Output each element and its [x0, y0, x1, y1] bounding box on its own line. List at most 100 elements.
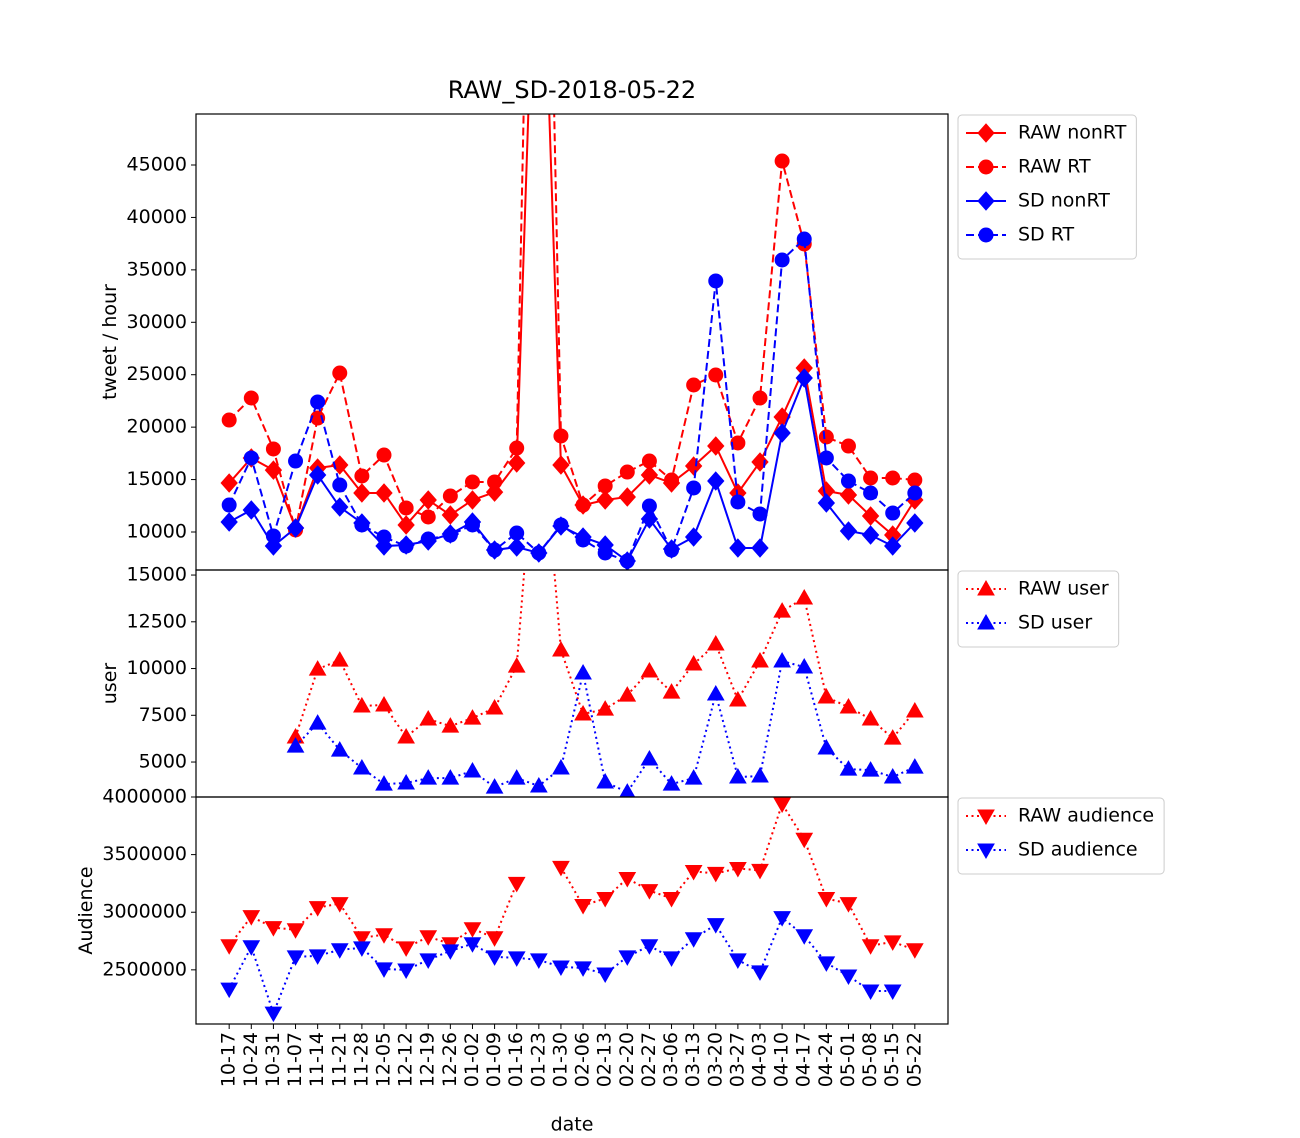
- marker: [817, 956, 836, 972]
- marker: [596, 700, 615, 716]
- marker: [618, 871, 637, 888]
- marker: [464, 474, 480, 490]
- marker: [220, 473, 238, 493]
- marker: [419, 953, 438, 969]
- x-tick-label: 12-19: [417, 1032, 439, 1087]
- marker: [796, 231, 812, 247]
- x-tick-label: 01-02: [461, 1032, 483, 1087]
- marker: [885, 470, 901, 486]
- marker: [552, 641, 570, 657]
- marker: [221, 497, 237, 513]
- marker: [330, 897, 349, 913]
- legend-label: SD audience: [1018, 839, 1138, 861]
- x-tick-label: 05-15: [881, 1032, 903, 1087]
- legend-marker: [977, 579, 995, 596]
- marker: [773, 911, 791, 927]
- marker: [662, 775, 681, 791]
- marker: [596, 967, 615, 983]
- marker: [353, 696, 371, 713]
- x-tick-label: 12-05: [373, 1032, 395, 1087]
- marker: [839, 485, 858, 505]
- marker: [752, 506, 768, 522]
- marker: [264, 921, 283, 937]
- legend-label: SD user: [1018, 612, 1092, 634]
- marker: [552, 759, 570, 775]
- marker: [840, 473, 856, 489]
- y-tick-label: 10000: [127, 657, 187, 679]
- x-tick-label: 10-24: [240, 1032, 262, 1087]
- marker: [684, 655, 703, 671]
- legend-label: SD RT: [1018, 224, 1075, 246]
- marker: [597, 545, 613, 561]
- legend: RAW nonRT RAW RT SD nonRT SD RT: [957, 114, 1137, 260]
- marker: [397, 515, 415, 535]
- x-tick-label: 11-21: [328, 1032, 350, 1087]
- marker: [419, 710, 438, 726]
- marker: [905, 701, 924, 718]
- legend-marker: [977, 613, 995, 630]
- marker: [220, 982, 239, 999]
- y-tick-label: 4000000: [102, 786, 187, 808]
- marker: [684, 456, 703, 476]
- x-tick-label: 11-07: [284, 1032, 306, 1087]
- marker: [308, 901, 327, 917]
- marker: [774, 153, 790, 169]
- marker: [464, 517, 480, 533]
- marker: [419, 490, 437, 510]
- marker: [574, 899, 592, 915]
- marker: [508, 453, 526, 473]
- marker: [441, 505, 460, 525]
- marker: [419, 769, 438, 785]
- marker: [375, 775, 393, 791]
- marker: [684, 932, 703, 948]
- legend-label: SD nonRT: [1018, 190, 1110, 212]
- x-tick-label: 12-26: [439, 1032, 461, 1087]
- marker: [730, 494, 746, 510]
- marker: [708, 273, 724, 289]
- series-line: [228, 801, 916, 951]
- marker: [264, 1006, 283, 1023]
- legend-marker: [977, 123, 995, 143]
- marker: [507, 769, 526, 785]
- marker: [839, 897, 858, 913]
- marker: [220, 939, 239, 955]
- marker: [641, 498, 657, 514]
- legend-label: RAW user: [1018, 578, 1109, 600]
- marker: [596, 490, 614, 510]
- y-tick-label: 15000: [127, 468, 187, 490]
- y-tick-label: 25000: [127, 363, 187, 385]
- marker: [442, 488, 458, 504]
- legend-marker: [977, 191, 995, 211]
- marker: [375, 483, 393, 503]
- marker: [773, 602, 791, 618]
- marker: [441, 769, 460, 785]
- marker: [795, 929, 814, 945]
- marker: [885, 505, 901, 521]
- marker: [662, 892, 681, 908]
- legend-box: [957, 570, 1120, 648]
- marker: [265, 441, 281, 457]
- marker: [751, 452, 769, 472]
- marker: [707, 436, 725, 456]
- marker: [375, 695, 393, 712]
- marker: [220, 512, 238, 532]
- marker: [664, 472, 680, 488]
- marker: [640, 939, 659, 955]
- marker: [640, 884, 659, 900]
- marker: [861, 761, 880, 777]
- marker: [463, 922, 482, 938]
- x-tick-label: 03-20: [704, 1032, 726, 1087]
- marker: [332, 477, 348, 493]
- x-tick-label: 03-13: [682, 1032, 704, 1087]
- legend-box: [957, 114, 1137, 260]
- marker: [839, 698, 858, 714]
- marker: [376, 529, 392, 545]
- marker: [397, 727, 415, 744]
- x-tick-label: 04-24: [815, 1032, 837, 1087]
- x-tick-label: 10-31: [262, 1032, 284, 1087]
- marker: [242, 910, 261, 926]
- marker: [507, 657, 526, 673]
- marker: [375, 962, 393, 978]
- marker: [774, 252, 790, 268]
- marker: [596, 892, 615, 908]
